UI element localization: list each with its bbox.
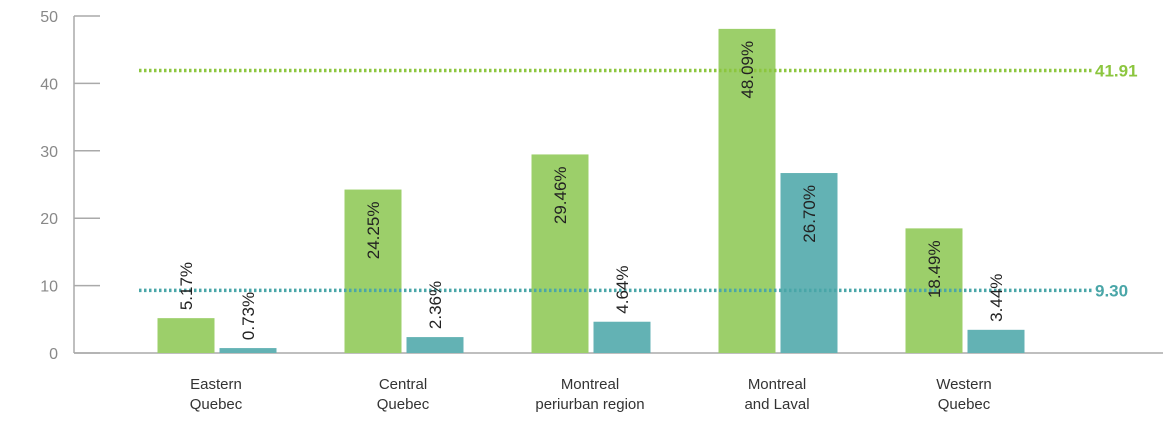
reference-lines: 41.91 9.30 [139,62,1138,300]
bars [157,28,1025,353]
y-tick-label: 0 [49,346,58,363]
data-label: 48.09% [738,41,757,99]
bar [531,154,589,353]
data-label: 24.25% [364,202,383,260]
bar [593,321,651,353]
y-tick-label: 50 [40,9,58,26]
bar [780,173,838,353]
y-tick-label: 30 [40,144,58,161]
reference-label: 41.91 [1095,62,1138,81]
data-label: 5.17% [177,262,196,310]
bar [406,337,464,353]
category-label: Eastern Quebec [190,376,243,413]
y-tick-label: 20 [40,211,58,228]
data-label: 3.44% [987,274,1006,322]
data-label: 26.70% [800,185,819,243]
bar [219,348,277,353]
data-label: 4.64% [613,266,632,314]
reference-label: 9.30 [1095,281,1128,300]
data-label: 18.49% [925,240,944,298]
bar [967,329,1025,353]
category-label: Western Quebec [936,376,992,413]
data-label: 0.73% [239,292,258,340]
bar [157,318,215,353]
category-label: Montreal periurban region [535,376,644,413]
category-label: Montreal and Laval [744,376,809,413]
data-labels: 5.17% 0.73% 24.25% 2.36% 29.46% 4.64% 48.09% 26… [177,41,1006,340]
data-label: 29.46% [551,166,570,224]
data-label: 2.36% [426,281,445,329]
category-label: Central Quebec [377,376,430,413]
y-tick-label: 10 [40,279,58,296]
bar [344,189,402,353]
y-tick-label: 40 [40,76,58,93]
category-labels: Eastern Quebec Central Quebec Montreal periur… [190,376,992,413]
bar [718,28,776,353]
